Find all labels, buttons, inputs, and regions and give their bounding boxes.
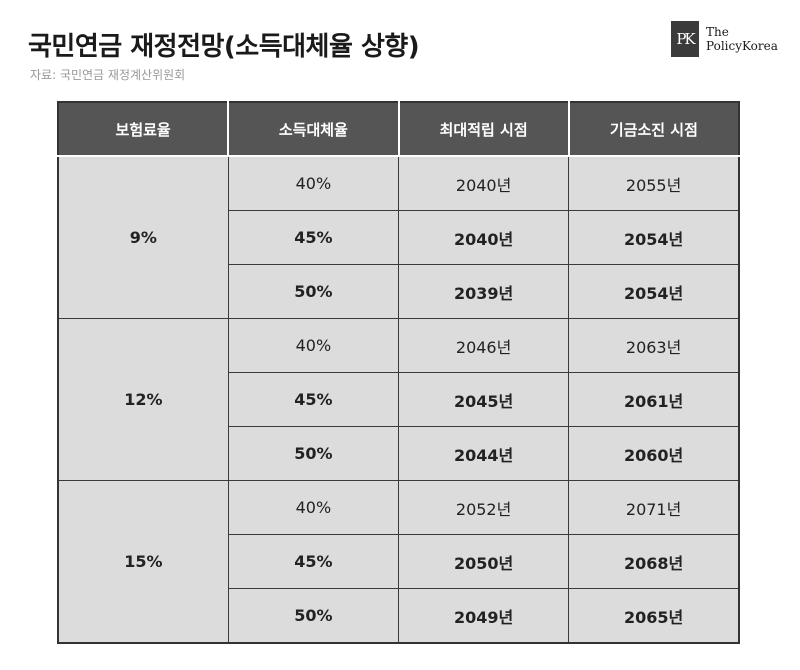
column-header: 최대적립 시점 <box>397 102 570 157</box>
replacement-cell: 50% <box>227 588 400 644</box>
column-header: 소득대체율 <box>227 102 400 157</box>
table-row: 50% 2039년 2054년 <box>58 264 740 319</box>
source-note: 자료: 국민연금 재정계산위원회 <box>30 68 186 82</box>
replacement-cell: 40% <box>227 480 400 535</box>
logo-line-1: The <box>706 25 729 39</box>
logo: PK The PolicyKorea <box>671 20 778 58</box>
peak-cell: 2050년 <box>397 534 570 589</box>
peak-cell: 2040년 <box>397 210 570 265</box>
table-row: 12% 40% 2046년 2063년 <box>57 318 740 481</box>
peak-cell: 2049년 <box>397 588 570 644</box>
replacement-cell: 45% <box>227 372 400 427</box>
replacement-cell: 45% <box>227 534 400 589</box>
page-title: 국민연금 재정전망(소득대체율 상향) <box>28 32 420 62</box>
depletion-cell: 2065년 <box>568 588 740 644</box>
depletion-cell: 2054년 <box>568 210 740 265</box>
table-row: 9% 40% 2040년 2055년 <box>57 155 740 319</box>
table-row: 45% 2045년 2061년 <box>58 372 740 427</box>
table-row: 15% 40% 2052년 2071년 <box>57 480 740 644</box>
rate-cell: 9% <box>57 155 229 319</box>
depletion-cell: 2063년 <box>568 318 740 373</box>
table-row: 45% 2050년 2068년 <box>58 534 740 589</box>
column-header: 보험료율 <box>58 102 230 157</box>
depletion-cell: 2061년 <box>568 372 740 427</box>
peak-cell: 2046년 <box>397 318 570 373</box>
rate-cell: 15% <box>57 480 229 644</box>
peak-cell: 2052년 <box>397 480 570 535</box>
rate-cell: 12% <box>57 318 229 481</box>
table-header-row: 보험료율 소득대체율 최대적립 시점 기금소진 시점 <box>58 102 739 157</box>
replacement-cell: 40% <box>227 318 400 373</box>
depletion-cell: 2055년 <box>568 155 740 211</box>
peak-cell: 2044년 <box>397 426 570 481</box>
table-row: 50% 2049년 2065년 <box>58 588 740 644</box>
depletion-cell: 2068년 <box>568 534 740 589</box>
depletion-cell: 2060년 <box>568 426 740 481</box>
depletion-cell: 2071년 <box>568 480 740 535</box>
logo-text: The PolicyKorea <box>706 25 778 53</box>
depletion-cell: 2054년 <box>568 264 740 319</box>
peak-cell: 2040년 <box>397 155 570 211</box>
table-row: 45% 2040년 2054년 <box>58 210 740 265</box>
peak-cell: 2039년 <box>397 264 570 319</box>
column-header: 기금소진 시점 <box>567 102 739 157</box>
logo-line-2: PolicyKorea <box>706 39 778 53</box>
replacement-cell: 40% <box>227 155 400 211</box>
replacement-cell: 45% <box>227 210 400 265</box>
replacement-cell: 50% <box>227 426 400 481</box>
replacement-cell: 50% <box>227 264 400 319</box>
peak-cell: 2045년 <box>397 372 570 427</box>
table-row: 50% 2044년 2060년 <box>58 426 740 481</box>
pension-table: 보험료율 소득대체율 최대적립 시점 기금소진 시점 9% 40% 2040년 … <box>57 101 740 644</box>
logo-mark-icon: PK <box>671 21 699 57</box>
